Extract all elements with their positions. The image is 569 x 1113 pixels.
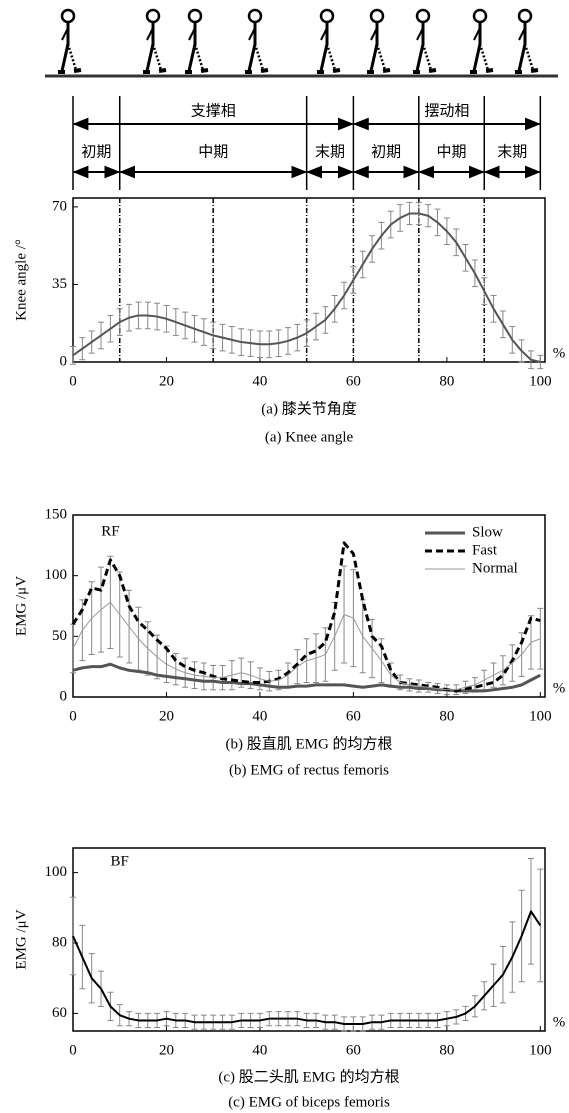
y-tick-label: 100: [45, 864, 68, 880]
walking-figures: [45, 8, 558, 78]
caption: (c) 股二头肌 EMG 的均方根: [218, 1068, 399, 1085]
y-tick-label: 50: [52, 628, 67, 644]
series-line: [72, 212, 541, 363]
error-bar: [537, 607, 544, 670]
y-tick-label: 80: [52, 934, 67, 950]
series-line: [71, 541, 541, 693]
y-tick-label: 150: [45, 506, 68, 522]
annotation: RF: [101, 523, 119, 539]
subphase-label: 中期: [198, 143, 228, 160]
x-tick-label: 60: [346, 1042, 361, 1058]
caption: (a) 膝关节角度: [261, 400, 356, 417]
walker: [315, 8, 342, 74]
walker: [243, 8, 270, 74]
series-line: [72, 662, 542, 693]
caption: (b) EMG of rectus femoris: [229, 762, 389, 778]
x-tick-label: 80: [439, 1042, 454, 1058]
y-tick-label: 0: [60, 688, 68, 704]
subphase-label: 中期: [437, 143, 467, 160]
series-line: [72, 910, 542, 1025]
x-unit: %: [553, 680, 566, 696]
phase-label: 支撑相: [191, 102, 236, 119]
walker: [468, 8, 495, 74]
caption: (c) EMG of biceps femoris: [228, 1094, 390, 1110]
x-tick-label: 80: [439, 708, 454, 724]
y-axis-label: Knee angle /°: [13, 239, 29, 321]
x-tick-label: 100: [529, 708, 552, 724]
walker: [183, 8, 210, 74]
error-bar: [537, 354, 544, 370]
x-tick-label: 60: [346, 708, 361, 724]
x-tick-label: 0: [69, 373, 77, 389]
x-tick-label: 100: [529, 1042, 552, 1058]
phase-label: 摆动相: [424, 102, 469, 119]
walker: [513, 8, 540, 74]
y-tick-label: 60: [52, 1005, 67, 1021]
x-tick-label: 40: [252, 373, 267, 389]
subphase-label: 初期: [81, 143, 111, 160]
x-tick-label: 40: [252, 1042, 267, 1058]
legend-label: Fast: [472, 542, 498, 558]
y-tick-label: 100: [45, 567, 68, 583]
x-tick-label: 0: [69, 1042, 77, 1058]
caption: (a) Knee angle: [265, 429, 354, 445]
y-tick-label: 0: [60, 353, 68, 369]
x-unit: %: [553, 345, 566, 361]
caption: (b) 股直肌 EMG 的均方根: [225, 735, 392, 752]
subphase-label: 末期: [497, 143, 527, 160]
legend-label: Slow: [472, 524, 503, 540]
x-tick-label: 20: [159, 708, 174, 724]
walker: [365, 8, 392, 74]
subphase-label: 初期: [371, 143, 401, 160]
plot-frame: [72, 514, 546, 698]
walker: [411, 8, 438, 74]
x-tick-label: 60: [346, 373, 361, 389]
walker: [141, 8, 168, 74]
legend-label: Normal: [472, 560, 518, 576]
x-tick-label: 100: [529, 373, 552, 389]
subphase-label: 末期: [315, 143, 345, 160]
y-axis-label: EMG /μV: [13, 576, 29, 636]
y-tick-label: 35: [52, 276, 67, 292]
x-tick-label: 40: [252, 708, 267, 724]
series-line: [72, 601, 541, 691]
plot-frame: [72, 847, 546, 1032]
walker: [56, 8, 83, 74]
error-bar: [537, 868, 544, 983]
x-tick-label: 20: [159, 373, 174, 389]
plot-frame: [72, 197, 546, 363]
annotation: BF: [111, 854, 129, 870]
x-tick-label: 0: [69, 708, 77, 724]
x-tick-label: 80: [439, 373, 454, 389]
y-axis-label: EMG /μV: [13, 909, 29, 969]
error-bar: [70, 896, 76, 976]
x-tick-label: 20: [159, 1042, 174, 1058]
x-unit: %: [553, 1014, 566, 1030]
y-tick-label: 70: [52, 198, 67, 214]
